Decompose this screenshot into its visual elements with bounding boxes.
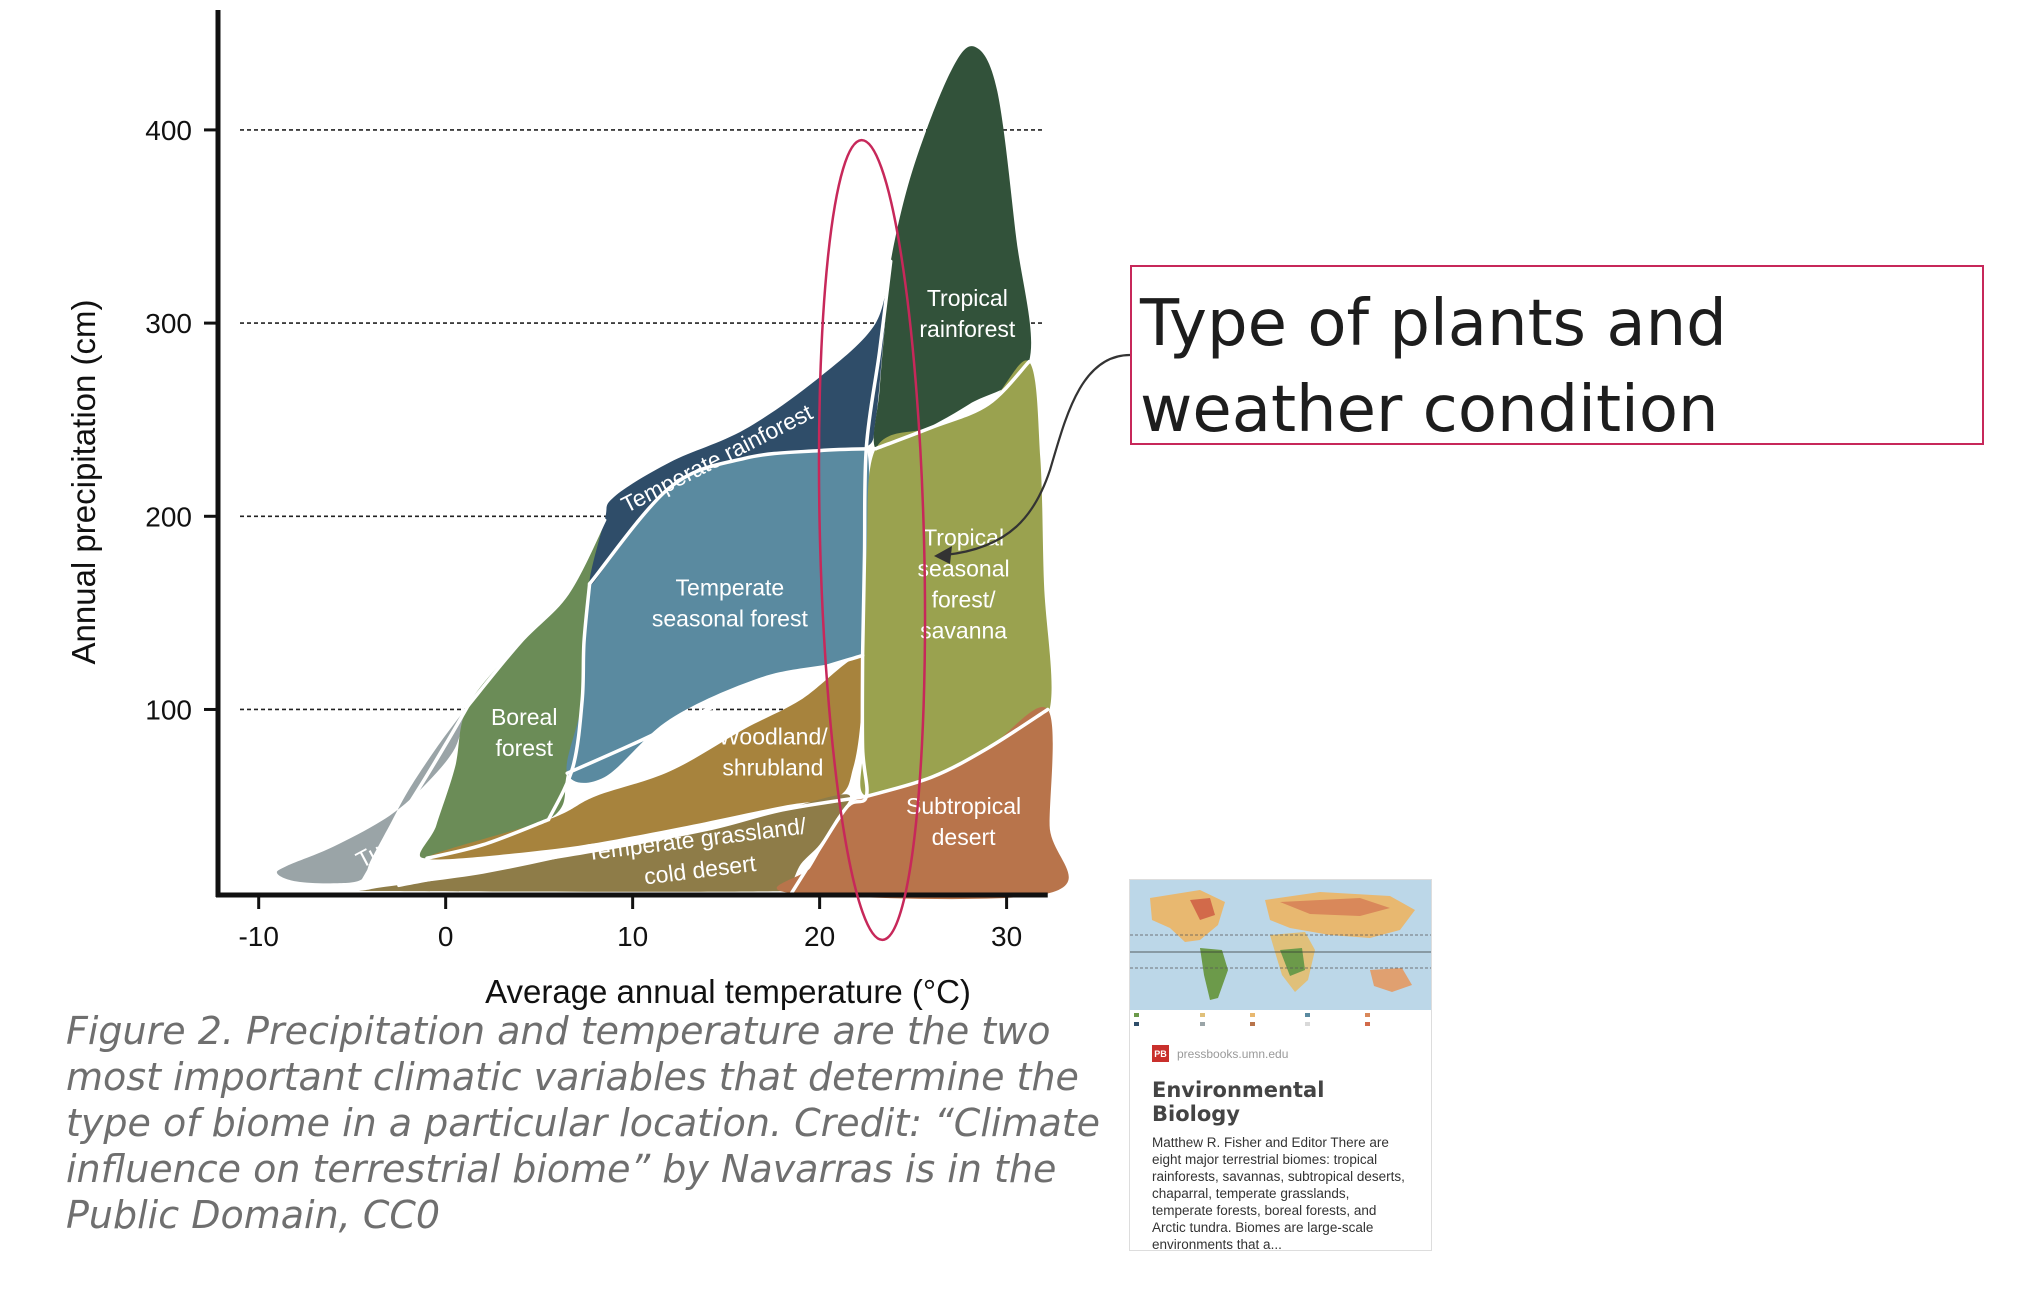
boundary-line <box>397 794 869 888</box>
region-subtropical-desert <box>776 706 1069 900</box>
world-map-thumbnail <box>1130 880 1431 1010</box>
region-label-line: forest/ <box>932 586 997 612</box>
boundary-line <box>546 582 592 822</box>
region-label-line: Temperate <box>676 575 785 601</box>
boundary-line <box>860 259 893 658</box>
region-label-line: desert <box>932 824 997 850</box>
y-tick-label: 200 <box>145 501 192 532</box>
y-tick-label: 400 <box>145 115 192 146</box>
region-temperate-seasonal-forest <box>566 435 870 783</box>
region-label-line: rainforest <box>919 316 1015 342</box>
callout-box: Type of plants and weather condition pos… <box>1130 265 1984 445</box>
region-label: Woodland/shrubland <box>718 723 828 780</box>
x-tick-label: 30 <box>991 921 1022 952</box>
region-label: Tropical rainforest <box>919 285 1015 342</box>
x-tick-label: 10 <box>617 921 648 952</box>
card-description: Matthew R. Fisher and Editor There are e… <box>1152 1135 1405 1251</box>
annotations <box>817 138 1131 942</box>
region-label: Boreal forest <box>491 704 557 761</box>
boundary-line <box>587 446 878 586</box>
boundary-line <box>466 518 607 708</box>
region-label-line: seasonal <box>918 555 1010 581</box>
arrowhead-icon <box>934 546 952 564</box>
y-axis-label: Annual precipitation (cm) <box>65 300 102 665</box>
region-label-line: forest <box>495 735 553 761</box>
axes: -10 0 10 20 30 100 200 300 400 Average annual tem… <box>65 10 1048 1010</box>
region-temperate-grassland-cold-desert <box>358 794 851 892</box>
region-label-line: Tropical <box>923 524 1004 550</box>
pressbooks-logo-icon: PB <box>1152 1045 1169 1062</box>
region-temperate-rainforest <box>589 261 891 585</box>
region-woodland-shrubland <box>426 655 867 860</box>
region-label-line: Tropical <box>927 285 1008 311</box>
card-title[interactable]: Environmental Biology <box>1152 1078 1325 1126</box>
x-tick-label: -10 <box>238 921 278 952</box>
region-label-line: shrubland <box>722 754 823 780</box>
highlight-ellipse <box>817 138 927 942</box>
region-label-line: Woodland/ <box>718 723 828 749</box>
callout-arrow <box>944 353 1131 557</box>
x-tick-label: 20 <box>804 921 835 952</box>
boundary-line <box>565 653 865 775</box>
link-preview-card[interactable]: PB pressbooks.umn.edu Environmental Biol… <box>1129 879 1432 1251</box>
region-label-line: seasonal forest <box>652 606 809 632</box>
card-source-row: PB pressbooks.umn.edu <box>1130 1037 1431 1062</box>
y-tick-label: 100 <box>145 694 192 725</box>
boundary-line <box>864 707 1050 799</box>
region-label: Tropical seasonal forest/savanna <box>918 524 1010 643</box>
boundary-line <box>789 653 869 895</box>
boundary-line <box>425 817 551 860</box>
figure-caption: Figure 2. Precipitation and temperature … <box>66 1009 1101 1237</box>
y-tick-label: 300 <box>145 308 192 339</box>
boundary-line <box>873 359 1031 451</box>
region-label-line: Subtropical <box>906 793 1021 819</box>
card-source-domain: pressbooks.umn.edu <box>1177 1046 1289 1061</box>
x-axis-label: Average annual temperature (°C) <box>485 973 971 1010</box>
biome-regions <box>276 46 1069 900</box>
biome-boundaries <box>359 259 1050 895</box>
region-tropical-seasonal-forest-savanna <box>860 360 1052 798</box>
boundary-line <box>359 703 470 886</box>
region-label-line: savanna <box>920 617 1007 643</box>
region-label: Temperate seasonal forest <box>652 575 809 632</box>
region-label-line: Boreal <box>491 704 557 730</box>
map-legend-thumbnail <box>1134 1013 1370 1026</box>
region-label: Subtropical desert <box>906 793 1021 850</box>
x-tick-label: 0 <box>438 921 454 952</box>
region-tundra <box>276 703 470 884</box>
